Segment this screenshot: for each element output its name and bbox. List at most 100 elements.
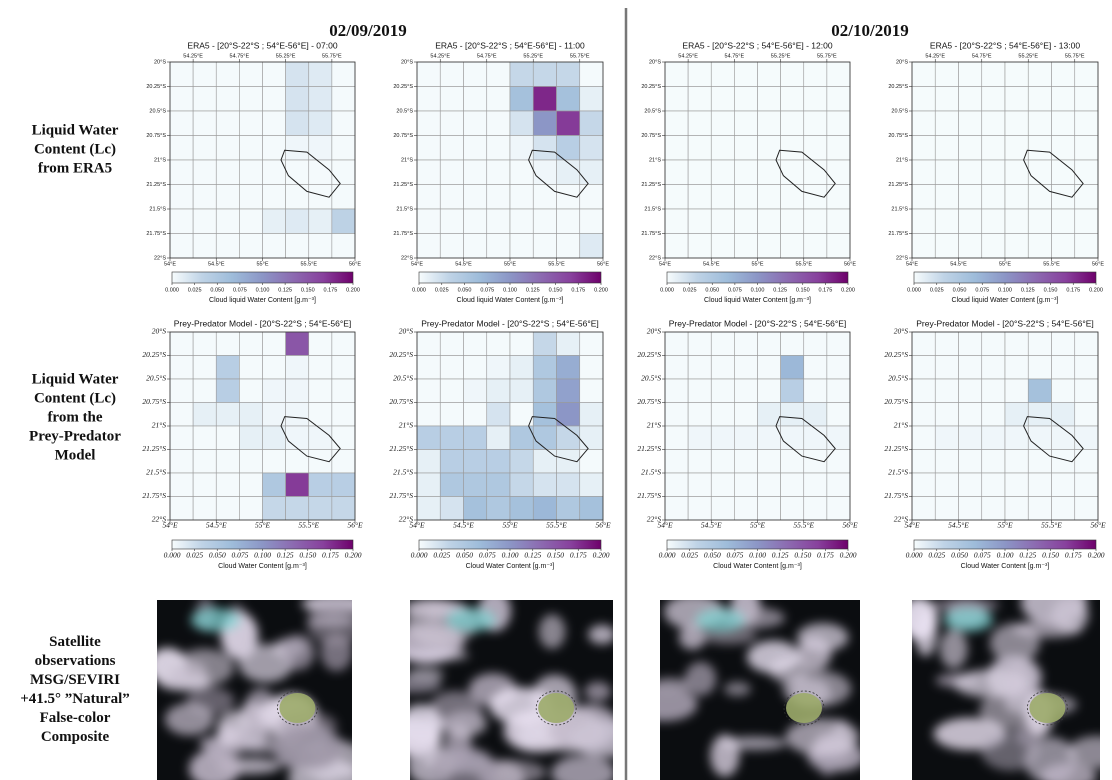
colorbar-tick-label: 0.175 — [818, 287, 832, 293]
heatmap-cell — [734, 378, 758, 403]
heatmap-cell — [169, 425, 194, 450]
x-tick-label: 55°E — [257, 261, 269, 267]
heatmap-cell — [958, 472, 983, 497]
heatmap-cell — [509, 61, 534, 87]
heatmap-cell — [958, 135, 983, 161]
heatmap-cell — [803, 378, 828, 403]
colorbar-label: Cloud liquid Water Content [g.m⁻³] — [209, 297, 316, 304]
cloud-blob — [660, 686, 698, 722]
heatmap-cell — [532, 86, 557, 112]
heatmap-cell — [285, 61, 310, 87]
heatmap-cell — [331, 472, 356, 497]
heatmap-cell — [687, 159, 712, 185]
island-outline — [528, 416, 589, 463]
heatmap-cell — [486, 355, 511, 380]
heatmap-cell — [981, 208, 1006, 234]
heatmap-cell — [687, 110, 712, 136]
heatmap-cell — [1074, 208, 1099, 234]
heatmap-cell — [1051, 425, 1076, 450]
heatmap-cell — [192, 159, 217, 185]
heatmap-cell — [509, 378, 534, 403]
heatmap-cell — [262, 110, 286, 136]
cloud-blob — [695, 608, 745, 632]
heatmap-cell — [934, 159, 959, 185]
colorbar-tick-label: 0.175 — [1065, 551, 1082, 560]
heatmap-cell — [308, 496, 333, 521]
heatmap-cell — [215, 208, 240, 234]
y-tick-label: 20°S — [647, 327, 661, 336]
heatmap-cell — [192, 355, 217, 380]
cloud-blob — [797, 636, 832, 671]
heatmap-cell — [416, 110, 441, 136]
colorbar-label: Cloud Water Content [g.m⁻³] — [961, 563, 1050, 570]
heatmap-cell — [757, 110, 781, 136]
heatmap-cell — [664, 425, 689, 450]
y-tick-label: 22°S — [152, 515, 166, 524]
y-tick-label: 21.25°S — [641, 182, 661, 188]
heatmap-cell — [911, 402, 936, 427]
x-tick-label: 54°E — [659, 261, 671, 267]
heatmap-cell — [331, 159, 356, 185]
x-tick-label: 54.5°E — [703, 261, 720, 267]
heatmap-cell — [239, 449, 263, 474]
heatmap-cell — [981, 378, 1006, 403]
colorbar-tick-label: 0.200 — [1088, 551, 1105, 560]
heatmap-cell — [192, 425, 217, 450]
heatmap-cell — [1051, 110, 1076, 136]
y-tick-label: 21.5°S — [149, 206, 166, 212]
heatmap-cell — [285, 402, 310, 427]
colorbar-tick-label: 0.175 — [571, 287, 585, 293]
heatmap-cell — [556, 331, 581, 356]
heatmap-cell — [826, 472, 851, 497]
y-tick-label: 21.5°S — [396, 206, 413, 212]
heatmap-cell — [687, 61, 712, 87]
heatmap-cell — [239, 402, 263, 427]
y-tick-label: 21°S — [894, 421, 908, 430]
heatmap-cell — [532, 135, 557, 161]
cloud-blob — [164, 703, 214, 736]
heatmap-cell — [1004, 472, 1029, 497]
cloud-layer — [410, 600, 613, 780]
y-tick-label: 21.5°S — [146, 468, 166, 477]
top-x-tick-label: 54.75°E — [725, 53, 745, 59]
heatmap-cell — [192, 378, 217, 403]
x-tick-label: 54°E — [904, 521, 919, 530]
heatmap-cell — [215, 110, 240, 136]
heatmap-cell — [532, 110, 557, 136]
heatmap-cell — [239, 110, 263, 136]
y-tick-label: 20.5°S — [888, 374, 908, 383]
colorbar-tick-label: 0.000 — [907, 287, 921, 293]
row-label: Model — [55, 447, 96, 463]
row-label: Content (Lc) — [34, 141, 116, 157]
y-tick-label: 20.25°S — [641, 84, 661, 90]
heatmap-cell — [981, 61, 1006, 87]
heatmap-cell — [1051, 331, 1076, 356]
y-tick-label: 21.75°S — [888, 231, 908, 237]
cloud-blob — [678, 625, 706, 650]
row-label: MSG/SEVIRI — [30, 672, 120, 688]
satellite-image — [912, 600, 1100, 780]
island-outline — [775, 149, 836, 198]
heatmap-cell — [486, 208, 511, 234]
heatmap-cell — [958, 496, 983, 521]
heatmap-cell — [486, 425, 511, 450]
x-tick-label: 55.5°E — [793, 521, 814, 530]
heatmap-cell — [664, 355, 689, 380]
heatmap-cell — [934, 449, 959, 474]
heatmap-cell — [439, 159, 464, 185]
heatmap-cell — [664, 61, 689, 87]
heatmap-cell — [416, 378, 441, 403]
heatmap-cell — [687, 184, 712, 210]
heatmap-cell — [239, 378, 263, 403]
heatmap-cell — [734, 86, 758, 112]
heatmap-cell — [169, 86, 194, 112]
heatmap-cell — [1074, 233, 1099, 259]
heatmap-cell — [934, 135, 959, 161]
satellite-image — [157, 600, 352, 780]
heatmap-cell — [826, 331, 851, 356]
heatmap-cell — [262, 184, 286, 210]
x-tick-label: 55.5°E — [795, 261, 812, 267]
cloud-blob — [216, 723, 239, 747]
heatmap-cell — [1004, 110, 1029, 136]
y-tick-label: 20.25°S — [888, 84, 908, 90]
